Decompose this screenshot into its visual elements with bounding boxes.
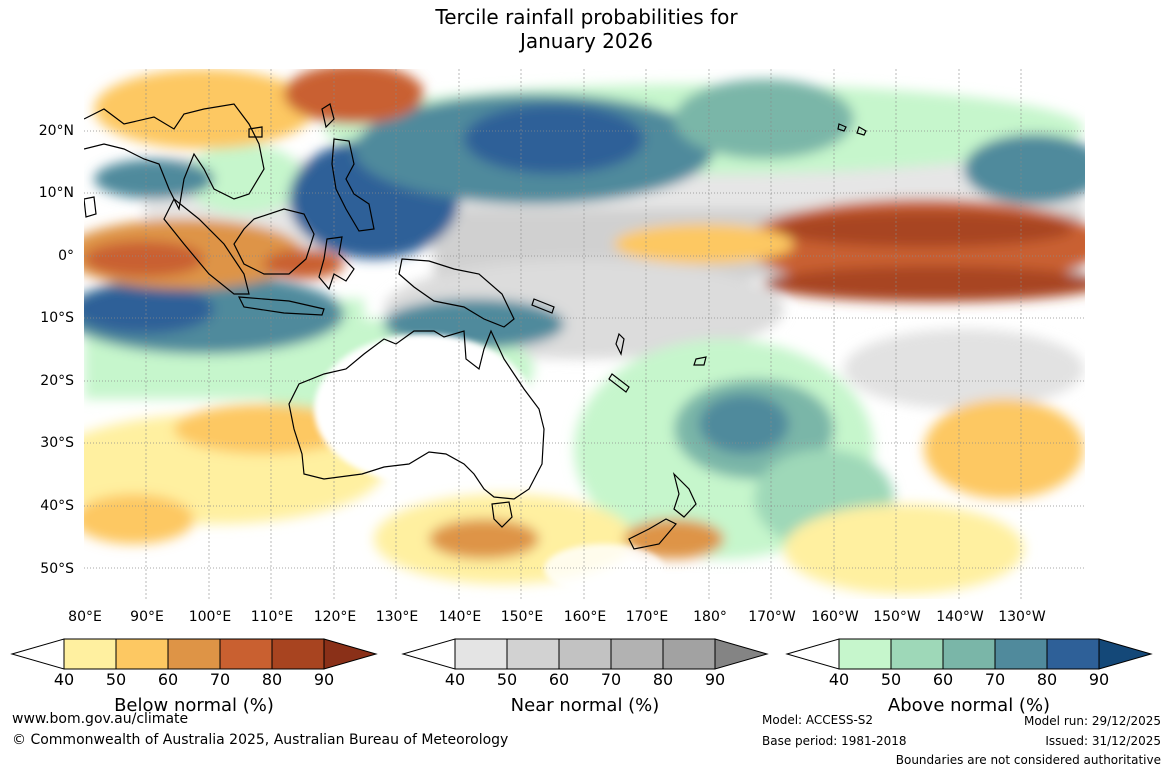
colorbar-segment	[1046, 638, 1100, 670]
colorbar-segment	[1098, 638, 1153, 670]
base-period-text: Base period: 1981-2018	[762, 734, 907, 748]
lat-label: 20°N	[38, 123, 74, 139]
lon-label: 110°E	[250, 609, 294, 625]
lon-label: 140°W	[936, 609, 984, 625]
colorbar-segment	[714, 638, 769, 670]
lon-label: 160°W	[811, 609, 859, 625]
colorbar-tick: 90	[1088, 670, 1110, 689]
colorbar-tick: 70	[984, 670, 1006, 689]
lat-label: 30°S	[40, 435, 74, 451]
model-text: Model: ACCESS-S2	[762, 713, 874, 727]
lon-label: 80°E	[68, 609, 102, 625]
colorbar-title-above: Above normal (%)	[887, 695, 1051, 716]
disclaimer-text: Boundaries are not considered authoritat…	[895, 753, 1161, 767]
colorbar-tick: 60	[548, 670, 570, 689]
colorbar-above-normal	[785, 638, 1153, 670]
colorbar-tick: 90	[704, 670, 726, 689]
colorbar-tick: 50	[880, 670, 902, 689]
colorbar-tick: 50	[105, 670, 127, 689]
colorbar-title-below: Below normal (%)	[114, 695, 274, 716]
colorbar-tick: 80	[1036, 670, 1058, 689]
colorbar-segment	[63, 638, 117, 670]
lat-label: 40°S	[40, 498, 74, 514]
colorbar-tick: 40	[828, 670, 850, 689]
colorbar-segment	[838, 638, 892, 670]
lon-label: 130°E	[375, 609, 419, 625]
colorbar-tick: 80	[652, 670, 674, 689]
issued-text: Issued: 31/12/2025	[1045, 734, 1161, 748]
colorbar-tick: 70	[600, 670, 622, 689]
lon-label: 150°W	[873, 609, 921, 625]
colorbar-near-normal	[401, 638, 769, 670]
coastlines	[84, 103, 867, 550]
lat-label: 0°	[58, 248, 74, 264]
lat-label: 10°S	[40, 310, 74, 326]
colorbar-segment	[167, 638, 221, 670]
map-title-line2: January 2026	[519, 29, 654, 53]
colorbar-segment	[558, 638, 612, 670]
lon-label: 170°E	[625, 609, 669, 625]
colorbar-segment	[506, 638, 560, 670]
lat-label: 10°N	[38, 185, 74, 201]
colorbar-segment	[942, 638, 996, 670]
colorbar-segment	[994, 638, 1048, 670]
colorbar-segment	[662, 638, 716, 670]
colorbar-tick: 70	[209, 670, 231, 689]
lon-label: 100°E	[188, 609, 232, 625]
map-title-line1: Tercile rainfall probabilities for	[435, 5, 738, 29]
lon-label: 140°E	[438, 609, 482, 625]
lon-label: 130°W	[998, 609, 1046, 625]
website-link[interactable]: www.bom.gov.au/climate	[12, 711, 189, 727]
probability-field	[84, 69, 1085, 594]
lon-label: 90°E	[130, 609, 164, 625]
colorbar-title-near: Near normal (%)	[510, 695, 660, 716]
colorbar-segment	[271, 638, 325, 670]
lat-label: 20°S	[40, 373, 74, 389]
lon-label: 160°E	[563, 609, 607, 625]
colorbar-segment	[454, 638, 508, 670]
lon-label: 120°E	[313, 609, 357, 625]
colorbar-tick: 50	[496, 670, 518, 689]
no-signal-areas	[314, 334, 664, 594]
lon-label: 170°W	[748, 609, 796, 625]
map-gridlines	[84, 130, 1085, 569]
lat-label: 50°S	[40, 561, 74, 577]
colorbar-tick: 40	[444, 670, 466, 689]
colorbar-below-normal	[10, 638, 378, 670]
lon-label: 150°E	[500, 609, 544, 625]
colorbar-segment	[890, 638, 944, 670]
colorbar-tick: 90	[313, 670, 335, 689]
colorbar-segment	[219, 638, 273, 670]
lon-label: 180°	[693, 609, 727, 625]
colorbar-segment	[115, 638, 169, 670]
colorbar-tick: 60	[932, 670, 954, 689]
colorbar-tick: 60	[157, 670, 179, 689]
model-run-text: Model run: 29/12/2025	[1023, 714, 1161, 728]
copyright-text: © Commonwealth of Australia 2025, Austra…	[12, 732, 509, 748]
colorbar-tick: 80	[261, 670, 283, 689]
colorbar-segment	[610, 638, 664, 670]
colorbar-segment	[323, 638, 378, 670]
colorbar-tick: 40	[53, 670, 75, 689]
map-panel	[84, 69, 1085, 599]
